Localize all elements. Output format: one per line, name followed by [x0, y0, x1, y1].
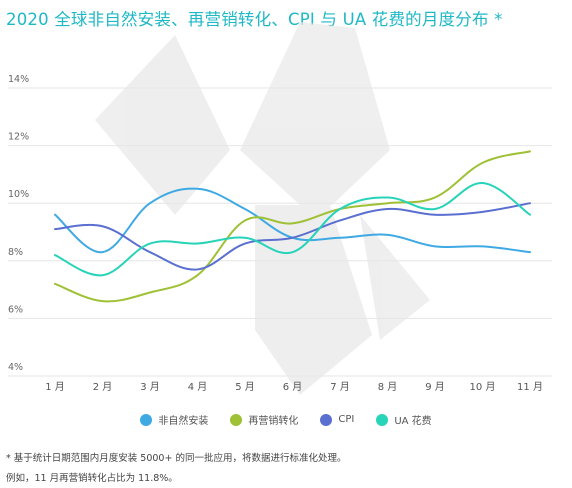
legend-dot-icon — [376, 413, 389, 426]
series-lines — [54, 150, 531, 303]
chart-title: 2020 全球非自然安装、再营销转化、CPI 与 UA 花费的月度分布 * — [6, 10, 503, 29]
legend: 非自然安装 再营销转化 CPI UA 花费 — [0, 412, 572, 427]
x-tick-label: 4 月 — [188, 381, 208, 393]
legend-dot-icon — [320, 413, 333, 426]
x-tick-label: 6 月 — [283, 381, 303, 393]
x-tick-label: 11 月 — [517, 381, 543, 393]
legend-item-ua-spend[interactable]: UA 花费 — [376, 412, 432, 427]
x-tick-label: 3 月 — [140, 381, 160, 393]
x-tick-label: 8 月 — [378, 381, 398, 393]
y-tick-label: 6% — [8, 304, 23, 315]
legend-dot-icon — [230, 413, 243, 426]
legend-item-remarketing-conversions[interactable]: 再营销转化 — [230, 412, 298, 427]
legend-item-cpi[interactable]: CPI — [320, 412, 354, 427]
y-axis-ticks: 4% 6% 8% 10% 12% 14% — [8, 74, 29, 373]
line-chart: 4% 6% 8% 10% 12% 14% 1 月 2 月 3 月 4 月 5 月 6 月 7 月 8 月… — [8, 22, 552, 395]
x-axis-ticks: 1 月 2 月 3 月 4 月 5 月 6 月 7 月 8 月 9 月 10 月 11 月 — [45, 381, 543, 393]
footnote-methodology: * 基于统计日期范围内月度安装 5000+ 的同一批应用，将数据进行标准化处理。 — [6, 453, 347, 464]
grid-lines — [8, 87, 552, 377]
legend-label: UA 花费 — [394, 416, 432, 427]
x-tick-label: 9 月 — [425, 381, 445, 393]
y-tick-label: 12% — [8, 132, 29, 143]
series-line-cpi — [54, 202, 531, 271]
legend-label: 非自然安装 — [158, 416, 209, 427]
x-tick-label: 10 月 — [470, 381, 496, 393]
x-tick-label: 2 月 — [93, 381, 113, 393]
watermark-logo — [95, 22, 430, 395]
legend-item-non-organic-installs[interactable]: 非自然安装 — [140, 412, 208, 427]
y-tick-label: 14% — [8, 74, 29, 85]
legend-label: CPI — [338, 414, 355, 425]
x-tick-label: 5 月 — [235, 381, 255, 393]
series-line-remarketing-conversions — [54, 150, 531, 303]
series-line-ua-spend — [54, 182, 531, 277]
x-tick-label: 7 月 — [330, 381, 350, 393]
y-tick-label: 8% — [8, 247, 23, 258]
legend-dot-icon — [140, 413, 153, 426]
footnote-example: 例如，11 月再营销转化占比为 11.8%。 — [6, 473, 178, 484]
legend-label: 再营销转化 — [248, 416, 299, 427]
y-tick-label: 4% — [8, 362, 23, 373]
x-tick-label: 1 月 — [45, 381, 65, 393]
y-tick-label: 10% — [8, 189, 29, 200]
